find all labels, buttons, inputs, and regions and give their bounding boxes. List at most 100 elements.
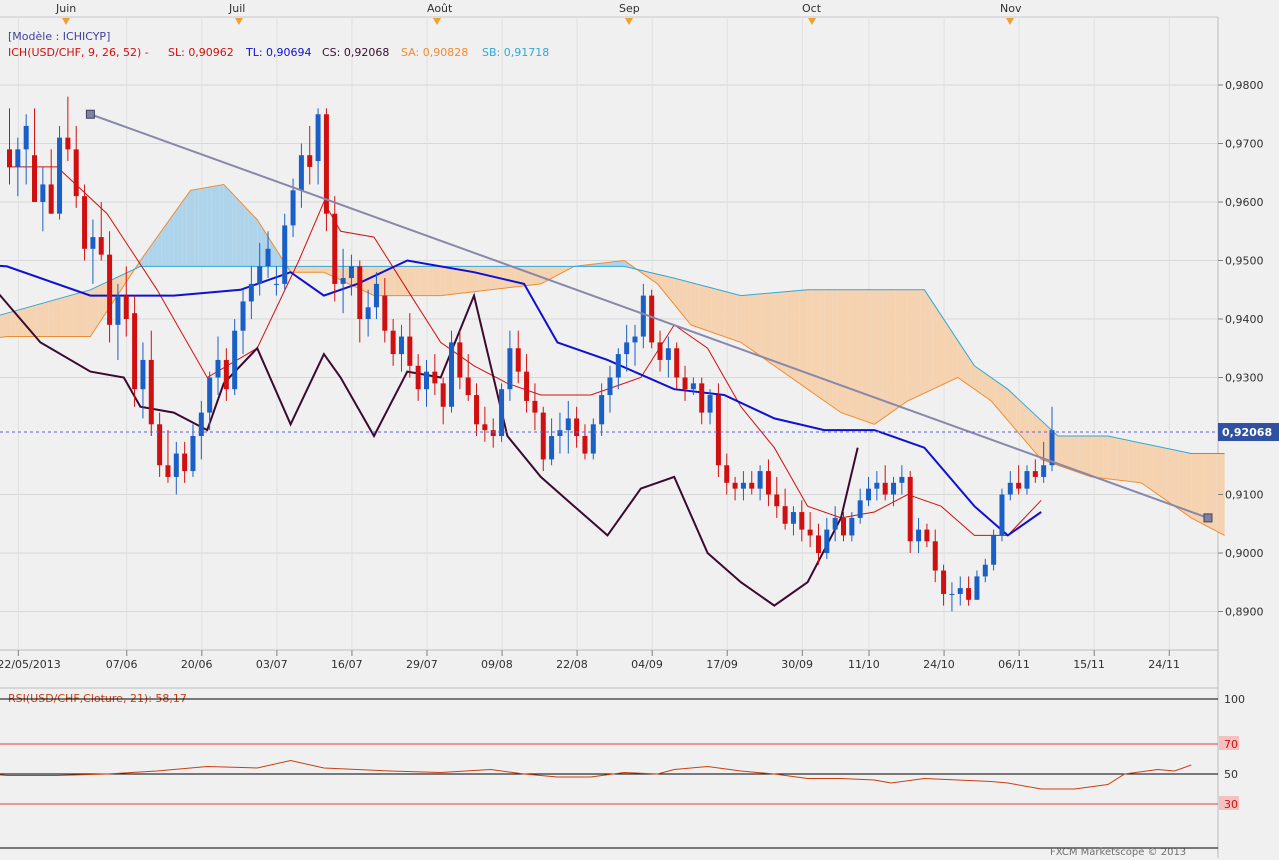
candle-body xyxy=(298,155,304,191)
candle-body xyxy=(98,237,104,255)
candle xyxy=(499,383,505,442)
candle-body xyxy=(932,541,938,571)
candle xyxy=(524,354,530,413)
cloud-segment xyxy=(1120,438,1125,481)
candle xyxy=(665,336,671,378)
cloud-segment xyxy=(1070,436,1075,472)
candle xyxy=(615,348,621,390)
cloud-segment xyxy=(236,197,241,267)
cloud-segment xyxy=(394,266,399,296)
candle-body xyxy=(282,225,288,284)
cloud-segment xyxy=(303,266,308,273)
cloud-segment xyxy=(1203,453,1208,527)
cloud-segment xyxy=(1137,442,1142,483)
candle xyxy=(999,488,1005,542)
candle-body xyxy=(157,424,163,466)
cloud-segment xyxy=(974,365,979,393)
price-tick-label: 0,8900 xyxy=(1225,606,1264,619)
candle xyxy=(674,342,680,390)
candle-body xyxy=(715,395,721,466)
candle-body xyxy=(115,295,121,325)
candle-body xyxy=(223,359,229,390)
candle-body xyxy=(757,471,763,489)
candle xyxy=(565,400,571,454)
candle xyxy=(373,272,379,319)
date-tick-label: 20/06 xyxy=(181,658,213,671)
candle-body xyxy=(265,248,271,267)
candle xyxy=(924,523,930,548)
cloud-segment xyxy=(1195,453,1200,523)
cloud-segment xyxy=(424,266,429,296)
cloud-segment xyxy=(1016,397,1021,436)
candle xyxy=(215,336,221,396)
cloud-segment xyxy=(102,281,108,318)
cloud-segment xyxy=(695,283,700,328)
candle xyxy=(607,365,613,413)
candle-body xyxy=(916,529,922,542)
cloud-segment xyxy=(61,296,66,337)
current-price-value: 0,92068 xyxy=(1222,426,1272,439)
cloud-segment xyxy=(223,184,229,267)
candle xyxy=(841,512,846,542)
cloud-segment xyxy=(161,225,166,267)
candle xyxy=(866,476,872,507)
candle xyxy=(757,465,763,501)
cloud-segment xyxy=(1024,404,1029,445)
candle xyxy=(65,96,71,162)
candle xyxy=(649,289,655,349)
month-marker-icon xyxy=(625,18,633,25)
cloud-segment xyxy=(440,266,445,296)
candle xyxy=(515,330,521,384)
model-label: [Modèle : ICHICYP] xyxy=(8,30,110,43)
date-tick-label: 03/07 xyxy=(256,658,288,671)
candle-body xyxy=(398,336,404,355)
month-label: Juin xyxy=(55,2,76,15)
cloud-segment xyxy=(615,260,620,267)
senkou-b-line xyxy=(0,265,1225,454)
candle xyxy=(966,576,972,606)
cloud-segment xyxy=(319,266,324,273)
cloud-segment xyxy=(173,207,178,267)
price-tick-label: 0,9100 xyxy=(1225,489,1264,502)
rsi-panel: RSI(USD/CHF,Cloture, 21): 58,17 10070503… xyxy=(0,687,1245,849)
candle-body xyxy=(65,137,71,150)
candle xyxy=(390,319,396,366)
cloud-segment xyxy=(849,289,854,417)
candle xyxy=(182,441,188,483)
candle xyxy=(273,266,279,296)
candle-body xyxy=(682,377,688,390)
candle xyxy=(957,576,963,606)
candle xyxy=(982,558,988,583)
candle xyxy=(599,383,605,436)
cloud-segment xyxy=(782,291,787,375)
cloud-segment xyxy=(866,289,871,423)
candle-body xyxy=(290,190,296,226)
cloud-segment xyxy=(94,285,99,331)
candle-body xyxy=(373,283,379,308)
price-tick-label: 0,9500 xyxy=(1225,255,1264,268)
candle-body xyxy=(765,471,771,495)
cloud-segment xyxy=(269,239,274,267)
candle-body xyxy=(857,500,863,518)
candle xyxy=(232,319,238,396)
candle-body xyxy=(790,512,796,524)
cloud-segment xyxy=(1028,408,1033,450)
candle xyxy=(582,424,588,460)
cloud-segment xyxy=(194,188,199,267)
cloud-segment xyxy=(978,368,983,396)
candle-body xyxy=(257,266,263,284)
cloud-segment xyxy=(607,261,612,267)
candle-body xyxy=(1016,482,1022,489)
candle xyxy=(624,324,630,372)
cloud-segment xyxy=(490,266,495,290)
cloud-segment xyxy=(982,371,987,398)
cloud-segment xyxy=(995,380,1000,411)
candle xyxy=(265,231,271,279)
trendline-group[interactable] xyxy=(85,109,1213,523)
candle-body xyxy=(232,330,238,390)
candle-body xyxy=(390,330,396,355)
cloud-segment xyxy=(999,383,1004,416)
cloud-segment xyxy=(390,266,395,296)
